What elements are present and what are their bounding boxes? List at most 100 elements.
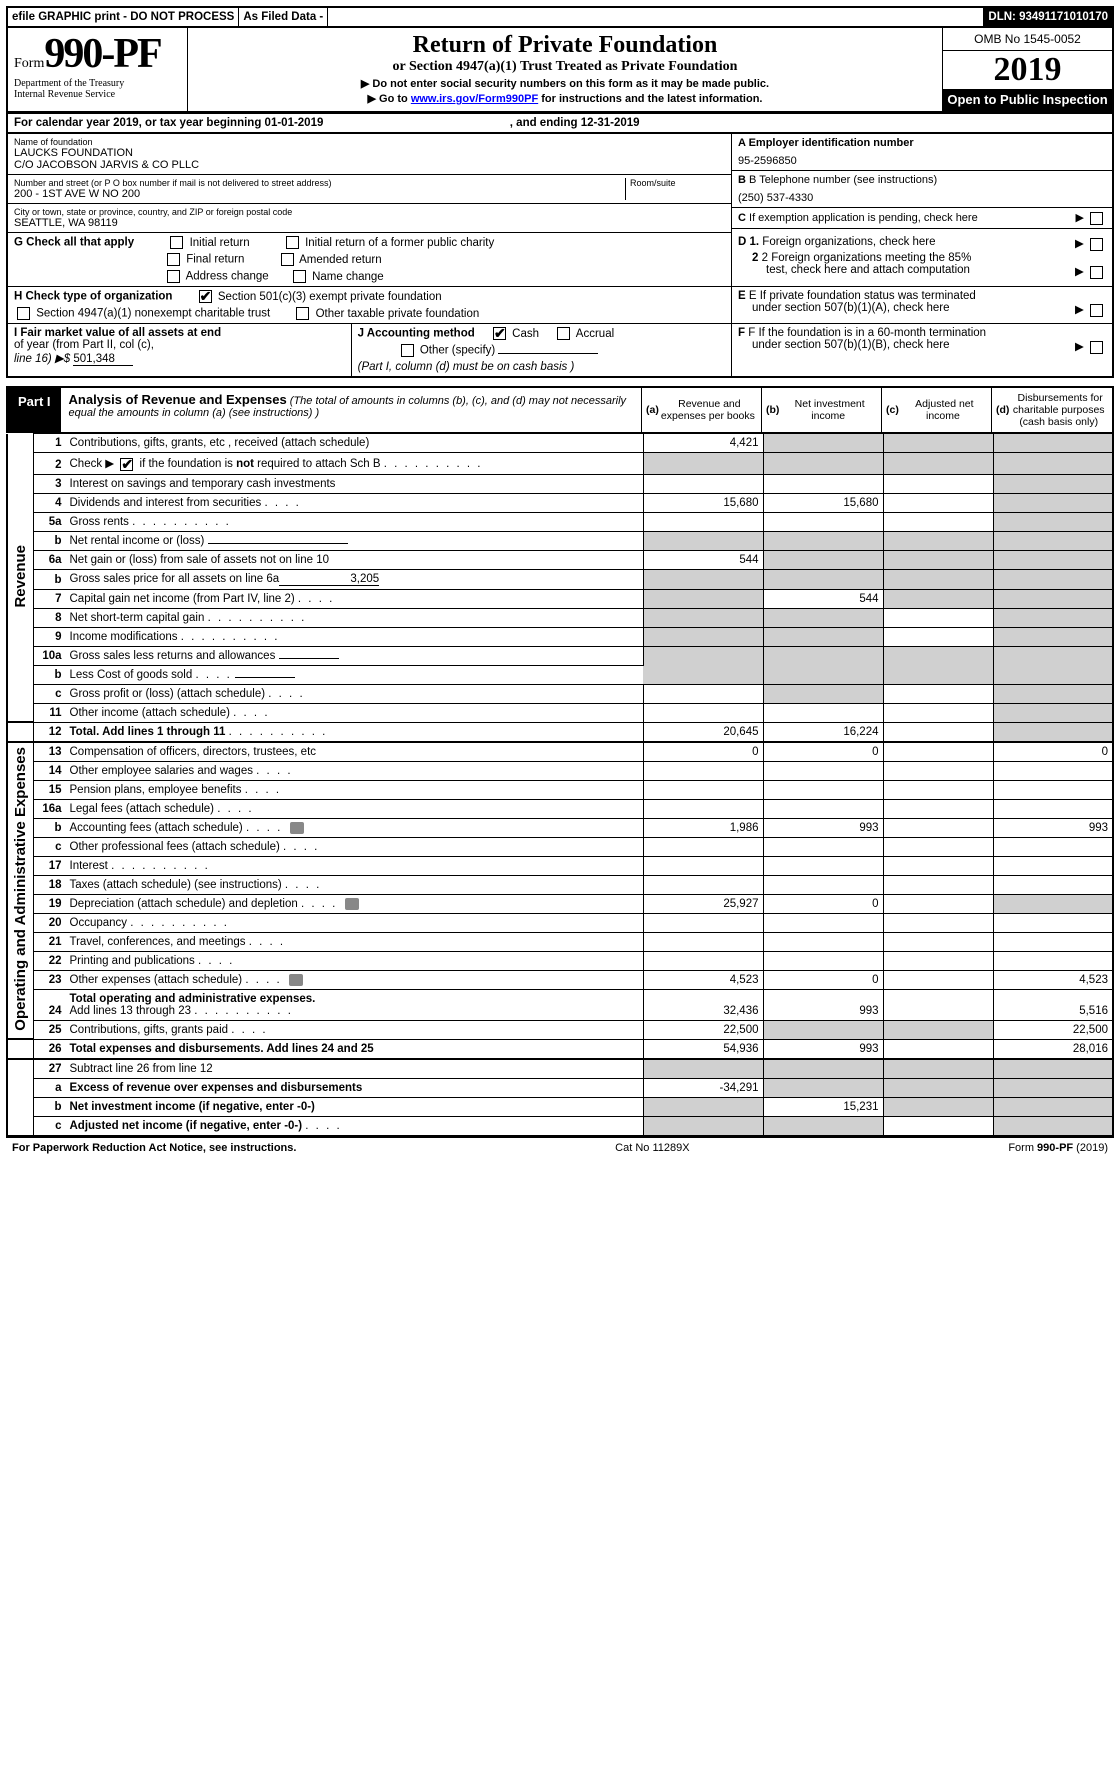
top-bar: efile GRAPHIC print - DO NOT PROCESS As … xyxy=(6,6,1114,28)
attachment-icon[interactable] xyxy=(345,898,359,910)
row-16b-b: 993 xyxy=(763,818,883,837)
instruction-2-pre: ▶ Go to xyxy=(368,93,411,105)
row-26-a: 54,936 xyxy=(643,1039,763,1059)
row-25-num: 25 xyxy=(34,1020,66,1039)
row-16a-num: 16a xyxy=(34,799,66,818)
d1-label: D 1. Foreign organizations, check here ▶ xyxy=(738,236,1106,248)
city-value: SEATTLE, WA 98119 xyxy=(14,217,725,229)
row-27b-num: b xyxy=(34,1097,66,1116)
row-9-desc: Income modifications xyxy=(66,627,644,646)
dln-label: DLN: 93491171010170 xyxy=(984,8,1112,26)
phone-value: (250) 537-4330 xyxy=(738,192,1106,204)
e-checkbox[interactable] xyxy=(1090,304,1103,317)
row-5b-num: b xyxy=(34,531,66,550)
part1-header: Part I Analysis of Revenue and Expenses … xyxy=(6,386,1114,433)
row-25-d: 22,500 xyxy=(993,1020,1113,1039)
g-namechg-checkbox[interactable] xyxy=(293,270,306,283)
row-8-desc: Net short-term capital gain xyxy=(66,608,644,627)
row-26-desc: Total expenses and disbursements. Add li… xyxy=(66,1039,644,1059)
row-3-num: 3 xyxy=(34,474,66,493)
h-4947-label: Section 4947(a)(1) nonexempt charitable … xyxy=(36,308,270,320)
h-other-checkbox[interactable] xyxy=(296,307,309,320)
g-address-checkbox[interactable] xyxy=(167,270,180,283)
form-title: Return of Private Foundation xyxy=(198,32,932,59)
row-4-num: 4 xyxy=(34,493,66,512)
j-cash-checkbox[interactable] xyxy=(493,327,506,340)
row-10b-desc: Less Cost of goods sold xyxy=(66,665,644,684)
foundation-name-2: C/O JACOBSON JARVIS & CO PLLC xyxy=(14,159,725,171)
row-23-b: 0 xyxy=(763,970,883,989)
instruction-2-post: for instructions and the latest informat… xyxy=(538,93,762,105)
h-label: H Check type of organization xyxy=(14,291,172,303)
c-checkbox[interactable] xyxy=(1090,212,1103,225)
row-23-a: 4,523 xyxy=(643,970,763,989)
row-21-num: 21 xyxy=(34,932,66,951)
d1-checkbox[interactable] xyxy=(1090,238,1103,251)
row-7-desc: Capital gain net income (from Part IV, l… xyxy=(66,589,644,608)
attachment-icon[interactable] xyxy=(290,822,304,834)
h-other-label: Other taxable private foundation xyxy=(316,308,480,320)
h-4947-checkbox[interactable] xyxy=(17,307,30,320)
row-7-num: 7 xyxy=(34,589,66,608)
row-17-num: 17 xyxy=(34,856,66,875)
row-19-num: 19 xyxy=(34,894,66,913)
g-initial-checkbox[interactable] xyxy=(170,236,183,249)
row-6b-num: b xyxy=(34,569,66,589)
attachment-icon[interactable] xyxy=(289,974,303,986)
row-24-d: 5,516 xyxy=(993,989,1113,1020)
row-4-b: 15,680 xyxy=(763,493,883,512)
j-other-checkbox[interactable] xyxy=(401,344,414,357)
col-b-header: (b) Net investment income xyxy=(762,388,882,432)
row-27-num: 27 xyxy=(34,1059,66,1079)
row-23-num: 23 xyxy=(34,970,66,989)
footer-right: Form 990-PF (2019) xyxy=(1008,1142,1108,1154)
g-final-checkbox[interactable] xyxy=(167,253,180,266)
row-10b-num: b xyxy=(34,665,66,684)
asfiled-label: As Filed Data - xyxy=(239,8,328,26)
row-16c-num: c xyxy=(34,837,66,856)
row-25-a: 22,500 xyxy=(643,1020,763,1039)
row-13-num: 13 xyxy=(34,742,66,762)
h-501c3-checkbox[interactable] xyxy=(199,290,212,303)
d2-checkbox[interactable] xyxy=(1090,266,1103,279)
row-12-a: 20,645 xyxy=(643,722,763,742)
row-22-desc: Printing and publications xyxy=(66,951,644,970)
row-12-num: 12 xyxy=(34,722,66,742)
g-initialformer-checkbox[interactable] xyxy=(286,236,299,249)
irs-link[interactable]: www.irs.gov/Form990PF xyxy=(411,93,538,105)
row-1-num: 1 xyxy=(34,434,66,453)
j-accrual-checkbox[interactable] xyxy=(557,327,570,340)
row-10c-num: c xyxy=(34,684,66,703)
form-subtitle: or Section 4947(a)(1) Trust Treated as P… xyxy=(198,59,932,75)
omb-number: OMB No 1545-0052 xyxy=(943,28,1112,51)
row-5b-desc: Net rental income or (loss) xyxy=(66,531,644,550)
g-namechg-label: Name change xyxy=(312,271,384,283)
row-12-b: 16,224 xyxy=(763,722,883,742)
footer-mid: Cat No 11289X xyxy=(615,1142,689,1154)
row-16c-desc: Other professional fees (attach schedule… xyxy=(66,837,644,856)
j-label: J Accounting method xyxy=(358,328,475,340)
form-number: 990-PF xyxy=(44,31,160,77)
row-2-checkbox[interactable] xyxy=(120,458,133,471)
row-2-num: 2 xyxy=(34,453,66,474)
footer-left: For Paperwork Reduction Act Notice, see … xyxy=(12,1142,296,1154)
row-10a-num: 10a xyxy=(34,646,66,665)
j-cash-label: Cash xyxy=(512,328,539,340)
row-14-num: 14 xyxy=(34,761,66,780)
row-27-desc: Subtract line 26 from line 12 xyxy=(66,1059,644,1079)
row-26-d: 28,016 xyxy=(993,1039,1113,1059)
name-label: Name of foundation xyxy=(14,137,725,147)
row-6a-num: 6a xyxy=(34,550,66,569)
room-label: Room/suite xyxy=(630,178,725,188)
section-a-label: A Employer identification number xyxy=(738,137,914,149)
open-public: Open to Public Inspection xyxy=(943,89,1112,111)
row-11-desc: Other income (attach schedule) xyxy=(66,703,644,722)
row-19-b: 0 xyxy=(763,894,883,913)
row-16b-d: 993 xyxy=(993,818,1113,837)
section-b-label: B B Telephone number (see instructions) xyxy=(738,174,1106,186)
f-checkbox[interactable] xyxy=(1090,341,1103,354)
g-amended-checkbox[interactable] xyxy=(281,253,294,266)
j-note: (Part I, column (d) must be on cash basi… xyxy=(358,361,575,373)
row-10a-desc: Gross sales less returns and allowances xyxy=(66,646,644,665)
row-9-num: 9 xyxy=(34,627,66,646)
